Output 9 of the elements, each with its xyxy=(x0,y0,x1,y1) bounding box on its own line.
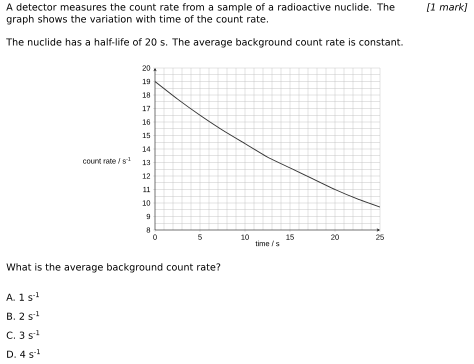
text: B. 2 s$^{-1}$ xyxy=(7,311,40,320)
text: What is the average background count rate? xyxy=(6,263,220,272)
line-series xyxy=(155,81,380,208)
text: C. 3 s$^{-1}$ xyxy=(6,330,40,339)
text: A. 1 s$^{-1}$ xyxy=(6,292,39,301)
text: D. 4 s$^{-1}$ xyxy=(7,349,40,358)
chart-subtitle: The nuclide has a half-life of 20 s. The average background count rate is constant. xyxy=(6,38,403,48)
chart-title: A detector measures the count rate from a sample of a radioactive nuclide. The graph shows the variation with time of the count rate. xyxy=(6,3,394,24)
text: [1 mark] xyxy=(426,3,468,12)
